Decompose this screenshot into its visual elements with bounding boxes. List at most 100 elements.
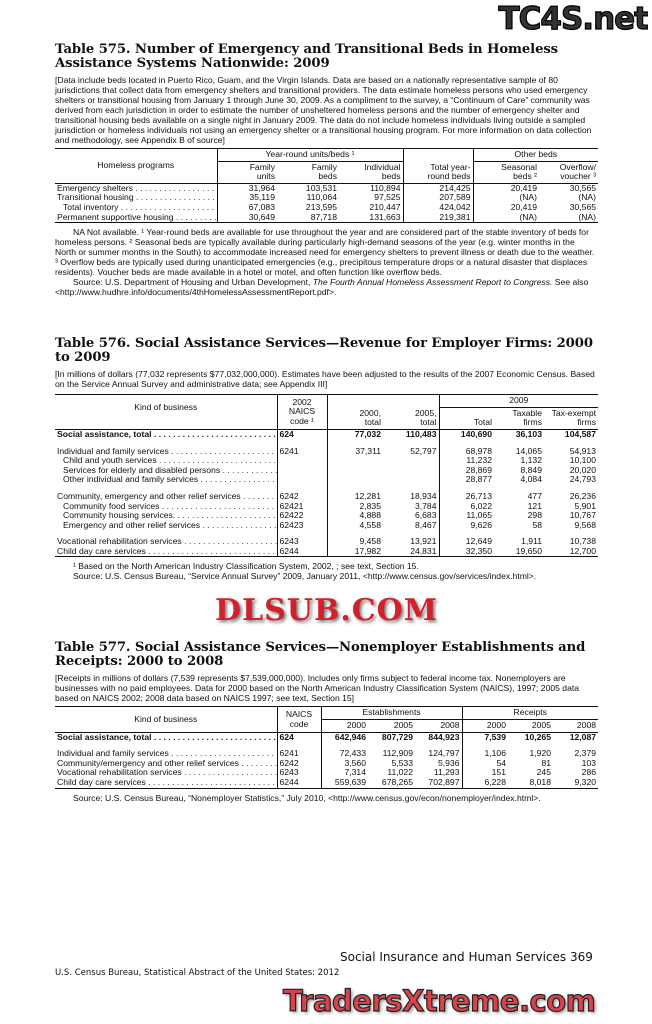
cell-value: 26,713 <box>438 491 494 502</box>
table-row: Vocational rehabilitation services . . .… <box>55 768 598 779</box>
cell-value: 2,379 <box>574 749 597 759</box>
col-header: 2005 <box>508 719 553 733</box>
cell-value: 32,350 <box>438 546 494 557</box>
cell-value: 4,084 <box>520 475 542 485</box>
group-header-year-round: Year-round units/beds ¹ <box>216 148 403 162</box>
cell-value <box>326 465 383 476</box>
group-header-receipts: Receipts <box>461 706 599 721</box>
cell-value: 30,649 <box>216 212 277 223</box>
cell-value: 10,767 <box>569 511 596 521</box>
cell-value: 4,888 <box>326 511 383 521</box>
cell-value: 219,381 <box>402 212 473 223</box>
row-spacer <box>55 530 598 538</box>
leader-dots: . . . . . . . . . . . . . . . . . . . . … <box>184 768 277 778</box>
cell-value: 28,869 <box>438 465 494 476</box>
cell-value: 112,909 <box>382 749 413 759</box>
cell-value: 67,083 <box>216 202 277 213</box>
naics-code: 62421 <box>276 501 327 512</box>
row-label: Vocational rehabilitation services . . .… <box>55 768 277 778</box>
naics-code <box>276 465 327 476</box>
cell-value: 81 <box>541 758 551 768</box>
watermark-logo-bottom: TradersXtreme.com <box>282 983 596 1018</box>
cell-value: 286 <box>581 768 597 778</box>
cell-value: 20,419 <box>472 183 539 194</box>
table-row: Child day care services . . . . . . . . … <box>55 546 598 557</box>
cell-value: 5,533 <box>391 758 413 768</box>
row-label: Emergency and other relief services . . … <box>55 521 277 531</box>
row-label-text: Community, emergency and other relief se… <box>57 491 241 501</box>
table-row: Community/emergency and other relief ser… <box>55 758 598 769</box>
row-label: Social assistance, total . . . . . . . .… <box>55 732 277 742</box>
leader-dots: . . . . . . . . . . . . . . . . . . . . … <box>153 732 277 742</box>
col-header: 2000 <box>461 719 508 733</box>
stub-header: Kind of business <box>55 394 277 430</box>
table-575-headnote: [Data include beds located in Puerto Ric… <box>55 75 592 145</box>
cell-value: 131,663 <box>369 212 401 222</box>
leader-dots: . . . . . . . . . . . . . . . . . . . . … <box>243 491 277 501</box>
leader-dots: . . . . . . . . . . . . . . . . . . . . … <box>135 193 217 203</box>
cell-value: 1,132 <box>520 456 542 466</box>
table-row: Individual and family services . . . . .… <box>55 446 598 457</box>
leader-dots: . . . . . . . . . . . . . . . . . . . . … <box>159 456 277 466</box>
cell-value: 54 <box>461 758 508 769</box>
leader-dots: . . . . . . . . . . . . . . . . . . . . … <box>161 501 277 511</box>
cell-value <box>326 456 383 466</box>
table-row: Total inventory . . . . . . . . . . . . … <box>55 202 598 213</box>
leader-dots: . . . . . . . . . . . . . . . . . . . . … <box>171 749 277 759</box>
table-row: Transitional housing . . . . . . . . . .… <box>55 193 598 203</box>
row-label-text: Services for elderly and disabled person… <box>63 465 221 475</box>
row-label: Social assistance, total . . . . . . . .… <box>55 429 277 439</box>
row-label-text: Individual and family services <box>57 446 169 456</box>
row-label: Individual and family services . . . . .… <box>55 447 277 457</box>
cell-value: 12,649 <box>438 537 494 547</box>
col-header-2000: 2000, total <box>326 394 383 430</box>
cell-value: 36,103 <box>515 429 542 439</box>
naics-code: 6244 <box>276 778 321 789</box>
table-row: Vocational rehabilitation services . . .… <box>55 537 598 547</box>
row-label: Child and youth services . . . . . . . .… <box>55 456 277 466</box>
row-spacer <box>55 484 598 492</box>
table-576-section: Table 576. Social Assistance Services—Re… <box>55 337 598 581</box>
table-row: Permanent supportive housing . . . . . .… <box>55 212 598 223</box>
naics-code: 6244 <box>276 546 327 557</box>
group-header-2009: 2009 <box>438 394 598 408</box>
cell-value: 559,639 <box>320 778 368 789</box>
naics-code: 6242 <box>276 758 321 769</box>
watermark-top-area: TC4S.net <box>55 0 648 40</box>
cell-value: 3,560 <box>320 758 368 769</box>
cell-value: 1,911 <box>521 537 542 547</box>
row-label-text: Other individual and family services <box>63 475 199 485</box>
cell-value: (NA) <box>472 193 539 203</box>
table-576-title: Table 576. Social Assistance Services—Re… <box>55 336 593 366</box>
row-label-text: Child day care services <box>57 778 146 788</box>
row-label: Community/emergency and other relief ser… <box>55 759 277 769</box>
cell-value: 6,228 <box>461 778 508 789</box>
cell-value: 844,923 <box>428 732 460 742</box>
row-label-text: Emergency shelters <box>57 183 133 193</box>
cell-value: 52,797 <box>410 446 437 456</box>
cell-value: 31,964 <box>216 183 277 194</box>
cell-value: 11,293 <box>433 768 460 778</box>
leader-dots: . . . . . . . . . . . . . . . . . . . . … <box>241 758 277 768</box>
cell-value: 807,729 <box>381 732 413 742</box>
cell-value: 10,100 <box>569 456 596 466</box>
table-row: Other individual and family services . .… <box>55 475 598 485</box>
naics-code: 6243 <box>276 768 321 779</box>
leader-dots: . . . . . . . . . . . . . . . . . . . . … <box>148 546 277 556</box>
col-header: Individual beds <box>339 161 403 184</box>
cell-value: 18,934 <box>410 491 437 501</box>
col-header: 2008 <box>415 719 462 733</box>
row-label-text: Child day care services <box>57 546 146 556</box>
cell-value: 245 <box>536 768 551 778</box>
col-header: Overflow/ voucher ³ <box>539 161 599 184</box>
cell-value: 87,718 <box>310 212 337 222</box>
col-header: 2008 <box>553 719 599 733</box>
naics-code: 624 <box>276 429 327 440</box>
table-577-headnote: [Receipts in millions of dollars (7,539 … <box>55 673 580 704</box>
row-label-text: Community/emergency and other relief ser… <box>57 758 239 768</box>
cell-value: 1,920 <box>529 749 551 759</box>
table-row: Child day care services . . . . . . . . … <box>55 778 598 789</box>
naics-code: 6241 <box>276 446 327 457</box>
cell-value: 30,565 <box>569 183 597 193</box>
group-header-establishments: Establishments <box>320 706 462 721</box>
